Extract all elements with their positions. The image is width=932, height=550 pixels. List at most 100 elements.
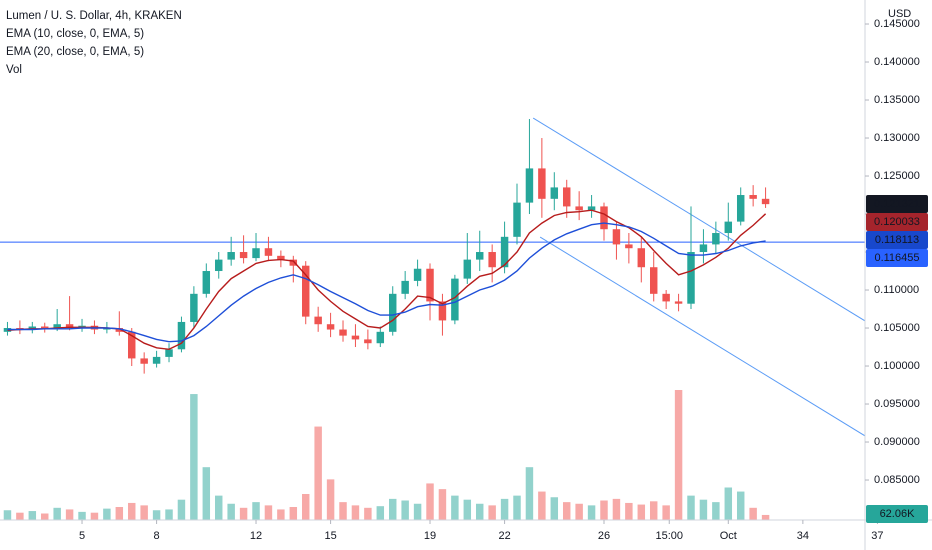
candle-body [475,252,484,260]
volume-bar [165,509,173,520]
candle-body [53,324,61,329]
y-tick-label: 0.135000 [874,94,920,106]
candle-body [351,335,360,340]
volume-bar [190,394,198,520]
y-tick-label: 0.125000 [874,170,920,182]
candle-body [314,316,322,325]
candle-body [463,259,472,279]
volume-bar [202,467,211,520]
chart-title: Lumen / U. S. Dollar, 4h, KRAKEN [6,10,182,22]
y-tick-label: 0.130000 [874,132,920,144]
candle-body [712,233,720,245]
candle-body [637,248,646,268]
price-label: 0.120033 [874,216,920,228]
trend-line [532,117,865,322]
volume-bar [252,502,260,520]
volume-bar [314,426,322,520]
candle-body [525,168,534,203]
volume-bar [712,502,720,520]
volume-bar [326,479,335,520]
volume-bar [562,502,571,520]
candle-body [724,221,733,234]
volume-bar [500,498,509,520]
volume-bar [128,502,136,520]
price-label: 0.118113 [875,234,919,246]
plot-area [0,117,865,520]
candle-body [41,326,49,329]
volume-bar [401,500,409,520]
candle-body [289,259,298,266]
x-tick-label: 34 [797,530,809,542]
y-tick-label: 0.145000 [874,18,920,30]
candle-body [413,268,422,281]
volume-bar [152,510,161,520]
price-label-box [866,212,928,231]
volume-bar [277,509,285,520]
candle-body [401,280,409,294]
candle-body [252,248,260,259]
volume-bar [28,511,37,520]
candle-body [389,293,397,332]
volume-bar [625,502,633,520]
volume-bar [364,507,372,520]
y-tick-label: 0.110000 [874,284,919,296]
candle-body [165,349,173,357]
legend-entry: EMA (20, close, 0, EMA, 5) [6,46,144,58]
volume-label-box [866,505,928,523]
y-tick-label: 0.090000 [874,436,920,448]
candle-body [662,293,670,302]
price-label: 0.116455 [874,252,919,264]
volume-bar [438,489,447,520]
volume-bar [376,506,385,520]
candle-body [426,268,434,302]
candle-body [749,195,757,199]
volume-label: 62.06K [880,508,916,520]
x-tick-label: 37 [871,530,883,542]
volume-bar [612,498,621,520]
x-tick-label: 15:00 [655,530,683,542]
volume-bar [339,502,347,520]
candle-body [575,206,583,211]
candle-body [612,229,621,245]
volume-bar [662,505,670,520]
candle-body [587,206,596,211]
volume-bar [674,390,683,520]
volume-bar [351,505,360,520]
candle-body [128,331,136,359]
volume-title: Vol [6,64,22,76]
candle-body [438,301,447,321]
volume-bar [475,503,484,520]
candle-body [339,329,347,336]
candle-body [761,198,770,205]
candle-body [277,255,285,260]
y-tick-label: 0.085000 [874,474,920,486]
candle-body [649,267,658,294]
candle-body [115,328,124,332]
candle-body [264,248,273,256]
candle-body [699,244,708,253]
y-tick-label: 0.095000 [874,398,920,410]
volume-bar [550,497,559,520]
candle-body [513,202,521,237]
candle-body [3,328,12,332]
candle-body [687,252,695,304]
candle-body [28,326,37,330]
volume-bar [600,500,608,520]
volume-bar [513,495,521,520]
volume-bar [724,487,733,520]
currency-label: USD [888,8,911,20]
candle-body [239,252,248,259]
volume-bar [289,507,298,520]
volume-bar [426,483,434,520]
candle-body [202,271,211,294]
y-tick-label: 0.100000 [874,360,920,372]
candle-body [140,358,148,364]
volume-bar [389,498,397,520]
volume-bar [302,494,310,520]
price-label: 0.121321 [874,198,920,210]
volume-bar [451,495,459,520]
candle-body [302,265,310,317]
volume-bar [637,504,646,520]
volume-bar [575,503,583,520]
volume-bar [41,513,49,520]
